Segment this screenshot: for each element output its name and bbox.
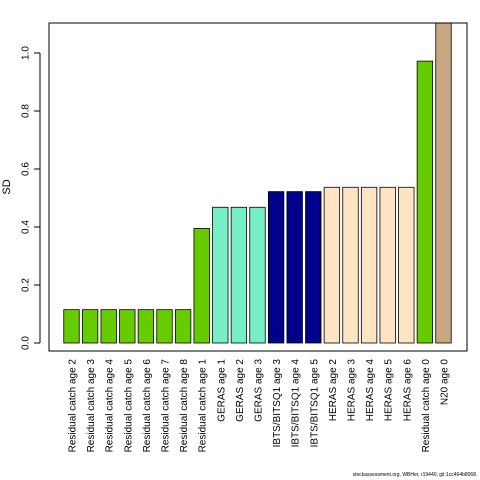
bar bbox=[100, 309, 117, 344]
x-tick-label: Residual catch age 8 bbox=[179, 359, 190, 453]
bar bbox=[249, 206, 266, 344]
bar bbox=[119, 309, 136, 344]
x-tick-label: IBTS/BITSQ1 age 5 bbox=[309, 359, 320, 448]
bar bbox=[137, 309, 155, 344]
bar bbox=[435, 23, 452, 344]
x-tick-labels: Residual catch age 2 Residual catch age 3… bbox=[68, 359, 451, 453]
x-tick-label: Residual catch age 3 bbox=[86, 359, 97, 453]
x-tick-label: HERAS age 5 bbox=[384, 359, 395, 422]
x-tick-label: Residual catch age 4 bbox=[105, 359, 116, 453]
x-tick-label: GERAS age 1 bbox=[216, 359, 227, 422]
x-tick-label: Residual catch age 6 bbox=[142, 359, 153, 453]
x-tick-label: Residual catch age 1 bbox=[198, 359, 209, 453]
bar bbox=[286, 191, 303, 344]
y-tick-label: 0.4 bbox=[21, 220, 32, 234]
x-tick-label: HERAS age 4 bbox=[365, 359, 376, 422]
bar bbox=[305, 191, 322, 344]
y-tick-label: 0.6 bbox=[21, 162, 32, 176]
bar bbox=[379, 186, 396, 344]
bar bbox=[323, 186, 341, 344]
bar bbox=[174, 309, 192, 344]
bar bbox=[193, 228, 210, 344]
bar bbox=[416, 60, 434, 344]
y-tick-label: 0.0 bbox=[21, 336, 32, 350]
bar bbox=[342, 186, 359, 344]
bar bbox=[156, 309, 173, 344]
y-tick-label: 0.2 bbox=[21, 278, 32, 292]
bar bbox=[81, 309, 99, 344]
x-tick-label: IBTS/BITSQ1 age 3 bbox=[272, 359, 283, 448]
bar bbox=[398, 186, 415, 344]
x-tick-label: HERAS age 6 bbox=[402, 359, 413, 422]
bar bbox=[360, 186, 378, 344]
y-axis-label: SD bbox=[1, 179, 13, 194]
x-tick-label: Residual catch age 7 bbox=[161, 359, 172, 453]
y-axis: 0.0 0.2 0.4 0.6 0.8 1.0 bbox=[21, 46, 41, 350]
plot-frame bbox=[48, 22, 468, 352]
bar bbox=[267, 191, 285, 344]
x-tick-label: Residual catch age 0 bbox=[421, 359, 432, 453]
y-tick-label: 0.8 bbox=[21, 104, 32, 118]
x-tick-label: N20 age 0 bbox=[440, 359, 451, 406]
x-tick-label: Residual catch age 2 bbox=[68, 359, 79, 453]
x-tick-label: HERAS age 3 bbox=[347, 359, 358, 422]
y-tick-label: 1.0 bbox=[21, 46, 32, 60]
bar bbox=[230, 206, 248, 344]
bars-group bbox=[63, 23, 452, 344]
bar bbox=[63, 309, 80, 344]
x-tick-label: GERAS age 2 bbox=[235, 359, 246, 422]
x-tick-label: GERAS age 3 bbox=[254, 359, 265, 422]
x-tick-label: IBTS/BITSQ1 age 4 bbox=[291, 359, 302, 448]
bar bbox=[212, 206, 229, 344]
x-tick-label: HERAS age 2 bbox=[328, 359, 339, 422]
footer-text: stockassessment.org, WBHer, r19440, git:… bbox=[353, 472, 477, 478]
x-tick-label: Residual catch age 5 bbox=[123, 359, 134, 453]
